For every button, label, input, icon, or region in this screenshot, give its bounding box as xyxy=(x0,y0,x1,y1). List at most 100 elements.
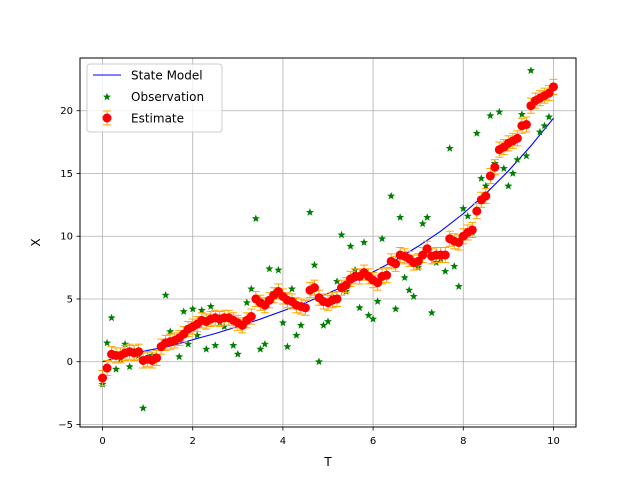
observation-point xyxy=(486,111,495,120)
x-tick-label: 6 xyxy=(370,436,376,447)
observation-point xyxy=(256,344,265,353)
legend: State Model Observation Estimate xyxy=(86,63,223,133)
observation-point xyxy=(454,282,463,290)
estimate-point xyxy=(418,250,428,260)
observation-point xyxy=(445,144,454,152)
y-tick-label: 0 xyxy=(67,357,73,368)
y-tick-label: 5 xyxy=(67,294,73,305)
observation-point xyxy=(369,314,378,323)
observation-point xyxy=(526,66,535,74)
observation-point xyxy=(274,265,283,274)
observation-point xyxy=(296,321,305,329)
observation-point xyxy=(233,350,242,358)
estimate-point xyxy=(246,312,256,322)
plot-data xyxy=(98,66,558,412)
observation-point xyxy=(161,291,170,299)
observation-point xyxy=(495,107,504,116)
observation-point xyxy=(251,214,260,223)
x-axis-label: T xyxy=(323,455,332,469)
observation-point xyxy=(197,306,206,314)
observation-point xyxy=(206,302,215,310)
observation-point xyxy=(441,267,450,275)
legend-estimate-marker xyxy=(102,110,112,126)
observation-point xyxy=(499,164,508,172)
x-tick-label: 4 xyxy=(280,436,286,447)
estimate-point xyxy=(485,171,495,181)
observation-point xyxy=(544,112,553,121)
observation-point xyxy=(229,341,238,349)
legend-box xyxy=(86,63,223,133)
observation-point xyxy=(319,321,328,329)
estimate-point xyxy=(521,120,531,130)
observation-point xyxy=(513,155,522,164)
y-axis-label: X xyxy=(29,238,43,246)
observation-point xyxy=(305,208,314,216)
observation-point xyxy=(265,264,274,273)
x-tick-label: 2 xyxy=(190,436,196,447)
estimate-point xyxy=(102,363,112,373)
observation-point xyxy=(310,260,319,269)
y-tick-label: −5 xyxy=(58,420,73,431)
observation-point xyxy=(103,338,112,347)
observation-point xyxy=(450,262,459,270)
observation-point xyxy=(193,331,202,339)
observation-point xyxy=(346,242,355,250)
observation-point xyxy=(220,322,229,330)
observation-point xyxy=(522,151,531,160)
y-tick-label: 15 xyxy=(60,169,73,180)
estimate-point xyxy=(341,280,351,290)
axis-ticks: 0 2 4 6 8 10 −5 0 5 10 15 20 xyxy=(58,106,560,447)
observation-point xyxy=(517,110,526,118)
x-tick-label: 0 xyxy=(99,436,105,447)
observation-point xyxy=(166,327,175,336)
legend-label-observation: Observation xyxy=(131,90,204,104)
estimate-point xyxy=(152,353,162,363)
observation-point xyxy=(283,342,292,351)
legend-label-model: State Model xyxy=(131,69,203,83)
estimate-point xyxy=(373,278,383,288)
legend-observation-marker xyxy=(103,92,111,101)
estimate-point xyxy=(382,270,392,280)
observation-point xyxy=(287,284,296,293)
x-tick-label: 8 xyxy=(460,436,466,447)
observation-point xyxy=(278,318,287,327)
observation-point xyxy=(112,365,121,373)
observation-point xyxy=(472,129,481,137)
observation-point xyxy=(405,285,414,294)
observation-point xyxy=(260,339,269,348)
observation-point xyxy=(179,307,188,315)
estimate-point xyxy=(332,294,342,304)
observation-point xyxy=(314,357,323,366)
observation-point xyxy=(427,308,436,317)
axes-frame xyxy=(79,57,577,428)
observation-point xyxy=(459,204,468,213)
observation-point xyxy=(175,352,184,361)
estimate-point xyxy=(134,347,144,357)
observation-point xyxy=(477,174,486,182)
observation-point xyxy=(188,304,197,313)
observation-point xyxy=(508,169,517,177)
observation-point xyxy=(247,284,256,293)
x-tick-label: 10 xyxy=(547,436,560,447)
estimate-point xyxy=(481,191,491,201)
observation-point xyxy=(378,234,387,243)
observation-point xyxy=(355,303,364,312)
observation-point xyxy=(121,339,130,348)
observation-point xyxy=(360,238,369,246)
observation-point xyxy=(242,298,251,307)
y-tick-label: 10 xyxy=(60,232,73,243)
observation-point xyxy=(400,273,409,282)
estimate-point xyxy=(413,256,423,266)
estimate-point xyxy=(440,250,450,260)
observation-point xyxy=(292,331,301,339)
observation-point xyxy=(504,181,513,190)
y-tick-label: 20 xyxy=(60,106,73,117)
observation-point xyxy=(373,297,382,305)
legend-label-estimate: Estimate xyxy=(131,112,184,126)
estimate-point xyxy=(309,283,319,293)
observation-point xyxy=(396,213,405,221)
observation-point xyxy=(107,313,116,322)
observation-point xyxy=(535,127,544,136)
estimate-point xyxy=(548,82,558,92)
